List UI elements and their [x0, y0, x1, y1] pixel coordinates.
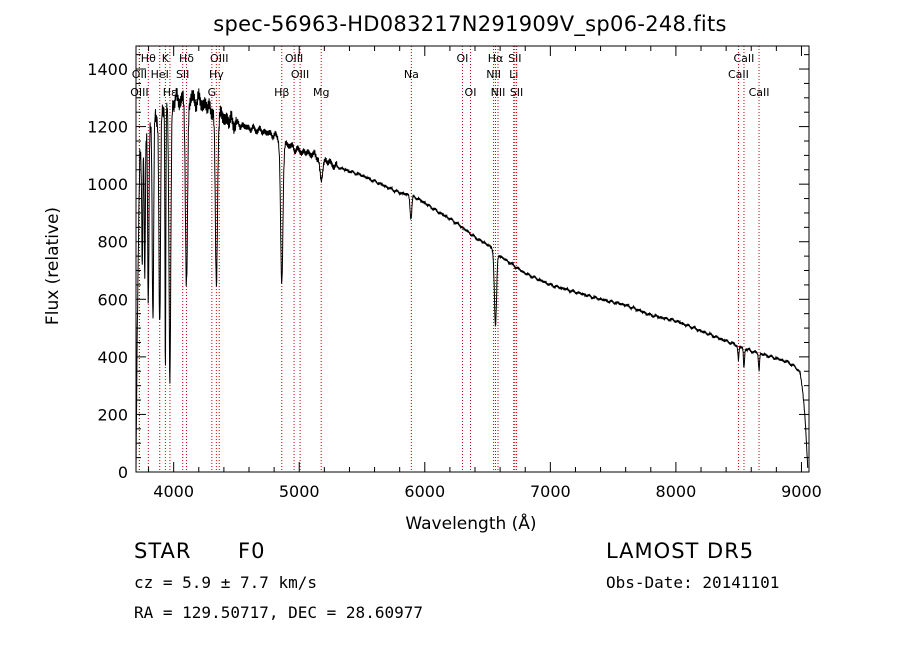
observation-date: Obs-Date: 20141101 — [606, 573, 780, 592]
x-tick-label: 7000 — [530, 482, 571, 501]
line-marker-label: CaII — [733, 52, 754, 65]
line-marker-label: OIII — [291, 68, 309, 81]
line-marker-label: SII — [510, 86, 523, 99]
object-subclass: F0 — [238, 539, 266, 563]
line-marker-label: CaII — [749, 86, 770, 99]
x-tick-label: 8000 — [656, 482, 697, 501]
line-marker-label: Mg — [313, 86, 329, 99]
line-marker-label: Hγ — [209, 68, 224, 81]
y-tick-label: 0 — [118, 463, 128, 482]
redshift-velocity: cz = 5.9 ± 7.7 km/s — [134, 573, 318, 592]
y-tick-label: 1000 — [87, 175, 128, 194]
y-tick-label: 200 — [97, 405, 128, 424]
y-tick-label: 1400 — [87, 60, 128, 79]
line-marker-label: CaII — [728, 68, 749, 81]
x-tick-label: 6000 — [404, 482, 445, 501]
plot-frame — [135, 45, 810, 473]
line-marker-label: Hδ — [179, 52, 194, 65]
line-marker-label: Hα — [488, 52, 504, 65]
line-marker-label: Li — [509, 68, 518, 81]
x-tick-label: 5000 — [279, 482, 320, 501]
y-tick-label: 1200 — [87, 118, 128, 137]
spectrum-layer — [135, 87, 809, 473]
line-marker-label: K — [162, 52, 170, 65]
object-class: STAR — [134, 539, 192, 563]
line-marker-label: OI — [457, 52, 469, 65]
line-marker-label: OIII — [210, 52, 228, 65]
line-marker-label: Hε — [163, 86, 177, 99]
spectrum-line — [135, 87, 809, 473]
y-tick-label: 400 — [97, 348, 128, 367]
y-tick-label: 800 — [97, 233, 128, 252]
line-marker-label: NII — [486, 68, 501, 81]
line-marker-label: Na — [404, 68, 419, 81]
chart-title: spec-56963-HD083217N291909V_sp06-248.fit… — [213, 12, 727, 37]
x-tick-label: 4000 — [153, 482, 194, 501]
y-axis: 0 200 400 600 800 1000 1200 1400 — [87, 54, 809, 482]
line-marker-label: Hθ — [141, 52, 156, 65]
line-marker-label: NII — [491, 86, 506, 99]
survey-name: LAMOST DR5 — [606, 539, 755, 563]
line-marker-label: SII — [508, 52, 521, 65]
line-marker-label: OIII — [130, 86, 148, 99]
line-marker-label: Hβ — [274, 86, 289, 99]
x-axis-label: Wavelength (Å) — [405, 512, 536, 534]
x-tick-label: 9000 — [781, 482, 822, 501]
line-marker-label: G — [208, 86, 217, 99]
y-axis-label: Flux (relative) — [43, 207, 63, 325]
line-marker-label: SII — [176, 68, 189, 81]
x-axis: 4000 5000 6000 7000 8000 9000 — [148, 46, 822, 501]
line-marker-label: OI — [465, 86, 477, 99]
y-tick-label: 600 — [97, 290, 128, 309]
line-marker-label: OIII — [285, 52, 303, 65]
coordinates: RA = 129.50717, DEC = 28.60977 — [134, 603, 423, 622]
line-marker-label: HeI — [151, 68, 169, 81]
